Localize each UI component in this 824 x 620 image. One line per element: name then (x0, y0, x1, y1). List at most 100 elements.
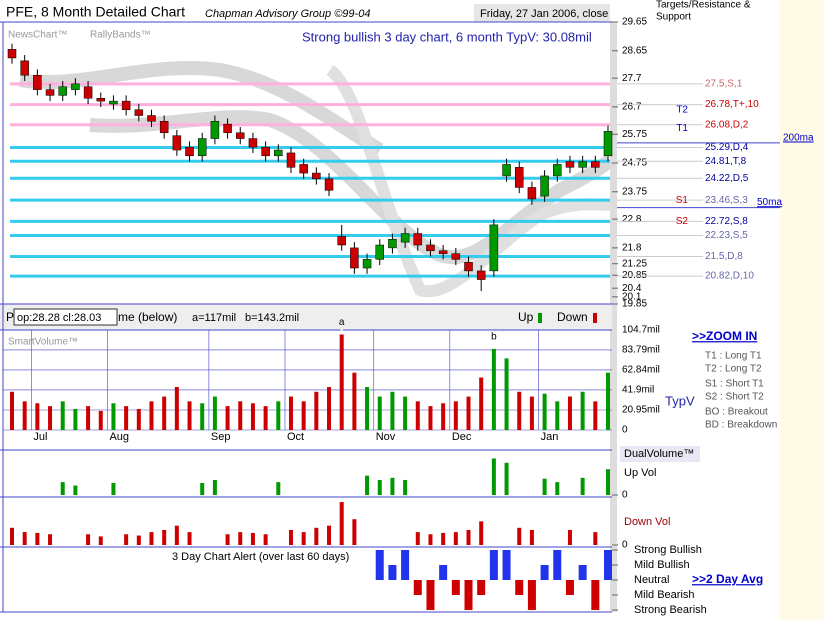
ma-label: 200ma (783, 132, 814, 143)
annotation: a (339, 317, 345, 328)
candle-body (578, 161, 587, 168)
candle-body (20, 60, 29, 76)
down-volume-bar (187, 532, 192, 545)
volume-bar (352, 372, 357, 430)
down-volume-bar (479, 521, 484, 545)
y-tick-label: Mild Bearish (634, 589, 695, 601)
down-volume-bar (174, 525, 179, 545)
date: Friday, 27 Jan 2006, close (480, 8, 608, 20)
candle-body (337, 236, 346, 246)
volume-bar (250, 403, 255, 430)
candle-body (7, 49, 17, 59)
candle-body (71, 83, 80, 90)
down-volume-bar (517, 527, 522, 545)
up-volume-bar (73, 485, 78, 495)
volume-bar (542, 393, 547, 430)
alert-bar (477, 580, 486, 595)
candle-body (274, 149, 283, 157)
legend-down: Down (557, 310, 588, 324)
down-volume-bar (136, 535, 141, 545)
legend-item: BD : Breakdown (705, 420, 777, 431)
y-tick-label: 22.8 (622, 214, 642, 225)
legend-item: S1 : Short T1 (705, 379, 764, 390)
level-label: 27.5,S,1 (705, 79, 743, 90)
overlay-label: NewsChart™ (8, 30, 67, 41)
volume-bar (10, 391, 14, 430)
down-volume-bar (149, 532, 154, 545)
alert-bar (604, 550, 612, 580)
alert-bar (489, 550, 498, 580)
stat: b=143.2mil (245, 312, 299, 324)
volume-bar (111, 403, 116, 430)
volume-bar (187, 401, 192, 430)
candle-body (210, 121, 220, 139)
y-tick-label: 19.85 (622, 299, 647, 310)
candle-body (312, 172, 321, 180)
volume-bar (174, 387, 179, 430)
up-volume-bar (542, 478, 547, 495)
candle-body (476, 270, 486, 280)
y-tick-label: Neutral (634, 574, 669, 586)
volume-bar (48, 406, 53, 430)
level-label: 24.22,D,5 (705, 173, 749, 184)
down-volume-bar (327, 525, 332, 545)
down-volume-bar (35, 532, 40, 545)
volume-bar (98, 410, 103, 430)
volume-bar (73, 408, 78, 430)
x-tick-label: Oct (287, 431, 304, 443)
y-tick-label: 0 (622, 490, 628, 501)
down-volume-bar (98, 536, 103, 545)
two-day-link[interactable]: >>2 Day Avg (692, 572, 763, 586)
volume-bar (377, 396, 382, 430)
volume-bar (339, 334, 344, 430)
volume-bar (225, 406, 230, 430)
legend-item: BO : Breakout (705, 407, 768, 418)
up-volume-bar (504, 462, 509, 495)
volume-bar (200, 403, 205, 430)
edge-strip (610, 22, 617, 612)
volume-bar (428, 406, 433, 430)
down-volume-bar (48, 534, 53, 545)
alert-bar (578, 565, 587, 580)
level-label: 24.81,T,8 (705, 156, 747, 167)
y-tick-label: 0 (622, 425, 628, 436)
down-volume-bar (314, 527, 319, 545)
volume-bar (288, 396, 293, 430)
header-bar (0, 0, 612, 22)
caption: me (below) (118, 310, 177, 324)
legend-swatch (538, 313, 542, 323)
axis-label: TypV (665, 393, 695, 408)
up-volume-bar (200, 482, 205, 495)
level-label: 22.23,S,5 (705, 230, 748, 241)
candle-body (451, 253, 461, 260)
ohlc-box (13, 308, 118, 326)
target-marker: S1 (676, 195, 689, 206)
y-tick-label: 28.65 (622, 45, 647, 56)
candle-body (553, 164, 562, 177)
volume-bar (86, 406, 91, 430)
candle-body (96, 98, 106, 102)
volume-bar (136, 408, 141, 430)
rally-band (326, 65, 611, 298)
level-label: 22.72,S,8 (705, 216, 748, 227)
volume-bar (517, 391, 522, 430)
up-volume-bar (377, 479, 382, 495)
y-tick-label: 20.1 (622, 291, 642, 302)
volume-bar (162, 396, 167, 430)
volume-bar (504, 358, 509, 430)
alert-bar (388, 565, 397, 580)
candle-body (489, 224, 499, 272)
volume-bar (124, 406, 129, 430)
candle-body (248, 138, 258, 148)
alert-title: 3 Day Chart Alert (over last 60 days) (172, 551, 349, 563)
dual-title: DualVolume™ (624, 448, 694, 460)
volume-bar (606, 372, 610, 430)
zoom-link[interactable]: >>ZOOM IN (692, 329, 757, 343)
candle-body (236, 132, 245, 139)
volume-bar (212, 396, 217, 430)
y-tick-label: 29.65 (622, 17, 647, 28)
volume-bar (567, 396, 572, 430)
x-tick-label: Jan (541, 431, 559, 443)
alert-bar (439, 565, 448, 580)
